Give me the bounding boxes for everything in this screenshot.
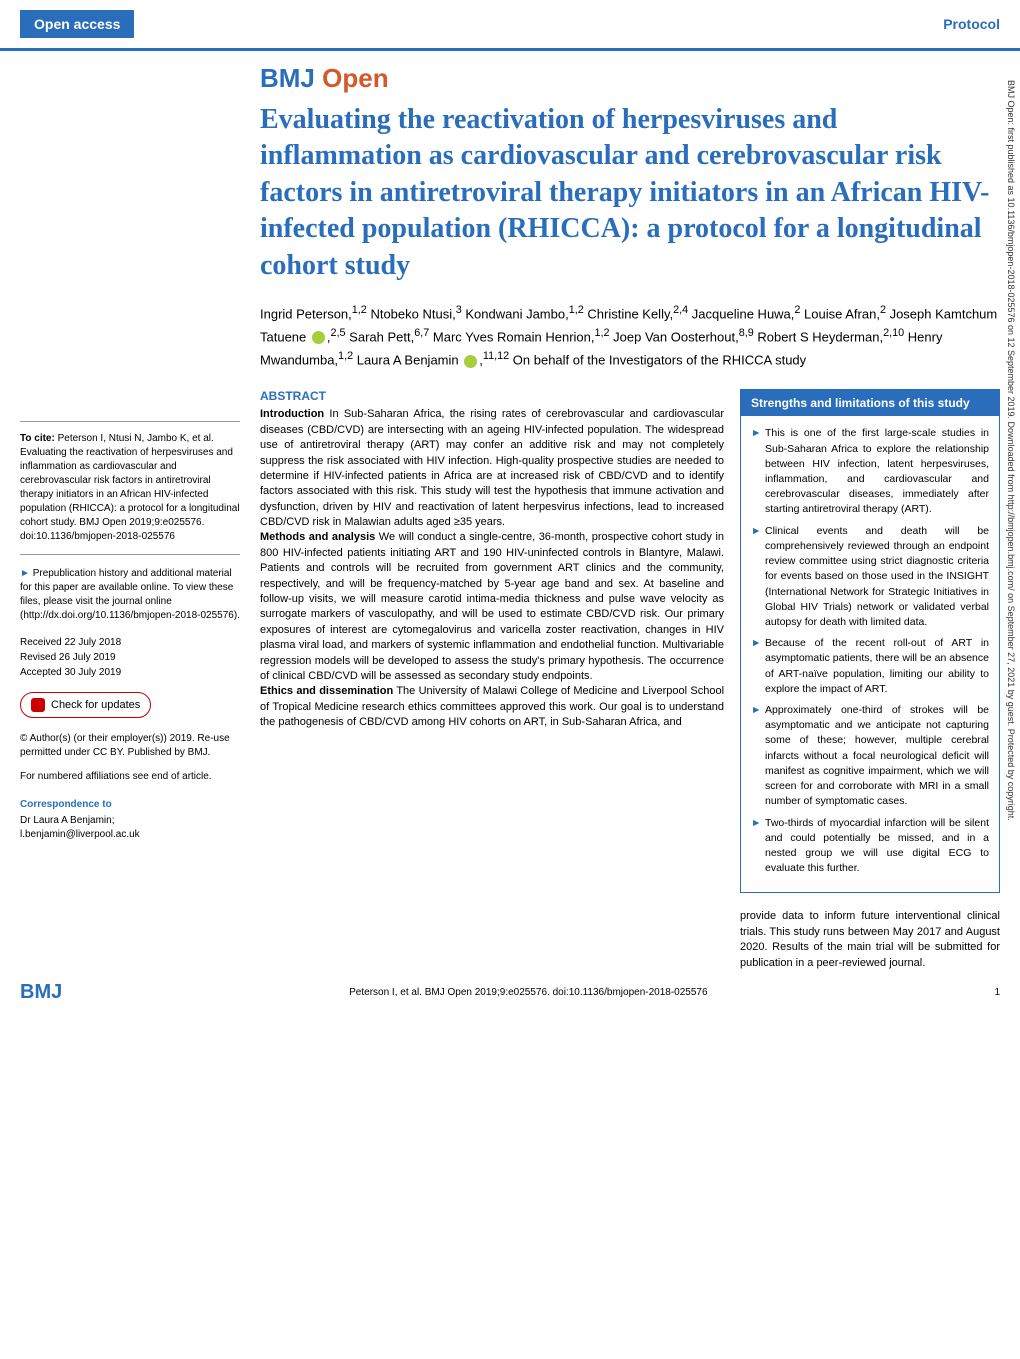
check-updates-label: Check for updates (51, 699, 140, 711)
date-received: Received 22 July 2018 (20, 635, 240, 650)
journal-name-2: Open (322, 63, 388, 93)
side-copyright-note: BMJ Open: first published as 10.1136/bmj… (1006, 80, 1016, 1280)
journal-logo: BMJ Open (260, 63, 1000, 94)
crossmark-icon (31, 698, 45, 712)
bmj-logo: BMJ (20, 981, 62, 1004)
affiliations-note: For numbered affiliations see end of art… (20, 770, 240, 784)
strengths-item: Clinical events and death will be compre… (751, 524, 989, 631)
copyright-text: © Author(s) (or their employer(s)) 2019.… (20, 732, 240, 760)
cite-label: To cite: (20, 433, 55, 444)
check-updates-button[interactable]: Check for updates (20, 692, 151, 718)
authors-list: Ingrid Peterson,1,2 Ntobeko Ntusi,3 Kond… (260, 302, 1000, 371)
article-title: Evaluating the reactivation of herpesvir… (260, 102, 1000, 284)
methods-label: Methods and analysis (260, 531, 375, 543)
footer: BMJ Peterson I, et al. BMJ Open 2019;9:e… (0, 971, 1020, 1014)
ethics-label: Ethics and dissemination (260, 685, 393, 697)
strengths-list: This is one of the first large-scale stu… (751, 426, 989, 876)
strengths-item: Because of the recent roll-out of ART in… (751, 636, 989, 697)
intro-label: Introduction (260, 408, 324, 420)
footer-citation: Peterson I, et al. BMJ Open 2019;9:e0255… (349, 987, 707, 998)
prepub-text: Prepublication history and additional ma… (20, 568, 240, 621)
citation-box: To cite: Peterson I, Ntusi N, Jambo K, e… (20, 421, 240, 555)
correspondence-block: Correspondence to Dr Laura A Benjamin; l… (20, 798, 240, 842)
correspondence-email[interactable]: l.benjamin@liverpool.ac.uk (20, 829, 140, 840)
abstract-methods: Methods and analysis We will conduct a s… (260, 530, 724, 684)
strengths-item: Two-thirds of myocardial infarction will… (751, 816, 989, 877)
post-box-text: provide data to inform future interventi… (740, 909, 1000, 971)
cite-text: Peterson I, Ntusi N, Jambo K, et al. Eva… (20, 433, 240, 542)
abstract-heading: ABSTRACT (260, 389, 724, 403)
footer-page: 1 (994, 987, 1000, 998)
arrow-icon: ► (20, 568, 30, 579)
date-accepted: Accepted 30 July 2019 (20, 665, 240, 680)
abstract-intro: Introduction In Sub-Saharan Africa, the … (260, 407, 724, 530)
strengths-item: Approximately one-third of strokes will … (751, 703, 989, 810)
strengths-item: This is one of the first large-scale stu… (751, 426, 989, 517)
correspondence-name: Dr Laura A Benjamin; (20, 815, 115, 826)
correspondence-heading: Correspondence to (20, 798, 240, 812)
abstract-ethics: Ethics and dissemination The University … (260, 684, 724, 730)
dates-block: Received 22 July 2018 Revised 26 July 20… (20, 635, 240, 680)
intro-text: In Sub-Saharan Africa, the rising rates … (260, 408, 724, 528)
header-bar: Open access Protocol (0, 0, 1020, 48)
strengths-box: Strengths and limitations of this study … (740, 389, 1000, 893)
methods-text: We will conduct a single-centre, 36-mont… (260, 531, 724, 682)
protocol-badge: Protocol (943, 16, 1000, 32)
open-access-badge: Open access (20, 10, 134, 38)
journal-name-1: BMJ (260, 63, 315, 93)
date-revised: Revised 26 July 2019 (20, 650, 240, 665)
strengths-box-title: Strengths and limitations of this study (741, 390, 999, 416)
prepub-note: ► Prepublication history and additional … (20, 567, 240, 623)
